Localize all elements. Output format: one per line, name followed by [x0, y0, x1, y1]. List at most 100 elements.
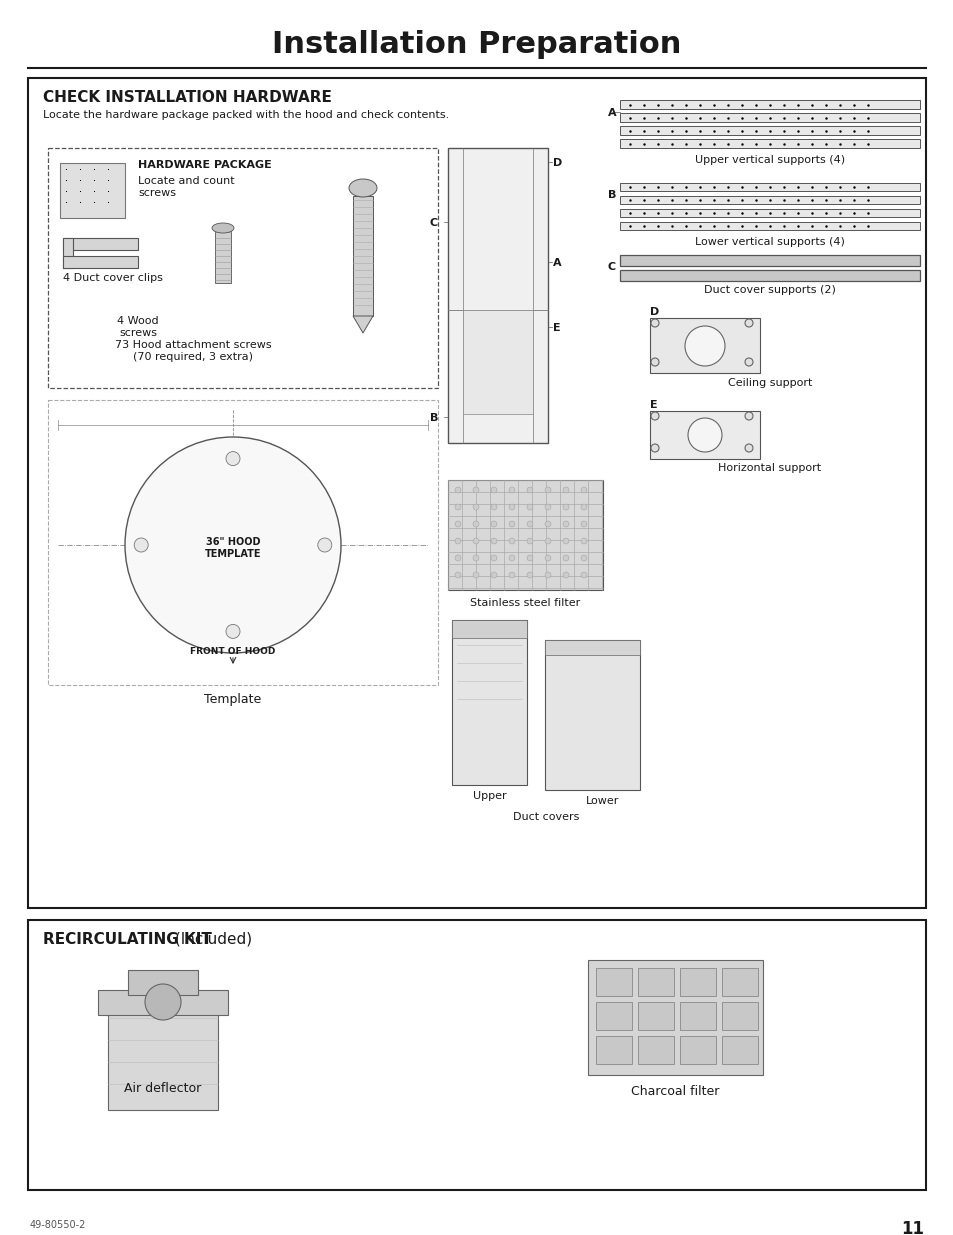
Circle shape — [562, 572, 568, 578]
Circle shape — [744, 412, 752, 420]
Bar — [638, 968, 673, 995]
Text: Horizontal support: Horizontal support — [718, 463, 821, 473]
Circle shape — [744, 319, 752, 327]
Text: A: A — [607, 107, 616, 119]
Circle shape — [145, 984, 181, 1020]
Text: Installation Preparation: Installation Preparation — [272, 30, 681, 59]
Circle shape — [650, 445, 659, 452]
Text: 11: 11 — [900, 1220, 923, 1235]
Ellipse shape — [349, 179, 376, 198]
Text: Locate and count
screws: Locate and count screws — [138, 177, 234, 198]
Text: Duct cover supports (2): Duct cover supports (2) — [703, 285, 835, 295]
Text: 4 Duct cover clips: 4 Duct cover clips — [63, 273, 163, 283]
Circle shape — [650, 319, 659, 327]
Bar — [619, 254, 919, 266]
Circle shape — [526, 572, 533, 578]
Circle shape — [473, 521, 478, 527]
Circle shape — [455, 504, 460, 510]
Text: B: B — [607, 190, 616, 200]
Circle shape — [455, 572, 460, 578]
Bar — [60, 163, 125, 219]
Bar — [48, 148, 437, 388]
Text: C: C — [607, 262, 616, 272]
Circle shape — [226, 452, 240, 466]
Circle shape — [684, 326, 724, 366]
Circle shape — [455, 538, 460, 543]
Text: CHECK INSTALLATION HARDWARE: CHECK INSTALLATION HARDWARE — [43, 90, 332, 105]
Circle shape — [125, 437, 340, 653]
Circle shape — [473, 538, 478, 543]
Circle shape — [226, 625, 240, 638]
Text: Ceiling support: Ceiling support — [727, 378, 811, 388]
Bar — [28, 920, 925, 1191]
Text: D: D — [553, 158, 561, 168]
Bar — [679, 1002, 716, 1030]
Bar — [619, 209, 919, 217]
Circle shape — [650, 412, 659, 420]
Circle shape — [509, 487, 515, 493]
Circle shape — [317, 538, 332, 552]
Circle shape — [526, 504, 533, 510]
Text: HARDWARE PACKAGE: HARDWARE PACKAGE — [138, 161, 272, 170]
Circle shape — [491, 555, 497, 561]
Text: E: E — [553, 324, 560, 333]
Circle shape — [509, 572, 515, 578]
Bar — [721, 968, 758, 995]
Circle shape — [744, 445, 752, 452]
Circle shape — [580, 555, 586, 561]
Text: Lower: Lower — [585, 797, 618, 806]
Circle shape — [544, 521, 551, 527]
Circle shape — [134, 538, 148, 552]
Circle shape — [544, 487, 551, 493]
Circle shape — [526, 555, 533, 561]
Bar — [214, 228, 231, 283]
Circle shape — [544, 572, 551, 578]
Bar — [48, 400, 437, 685]
Circle shape — [580, 572, 586, 578]
Text: C: C — [430, 219, 437, 228]
Circle shape — [473, 487, 478, 493]
Bar — [98, 990, 228, 1015]
Text: E: E — [649, 400, 657, 410]
Circle shape — [526, 538, 533, 543]
Circle shape — [687, 417, 721, 452]
Circle shape — [473, 504, 478, 510]
Bar — [462, 310, 533, 414]
Bar — [619, 140, 919, 148]
Circle shape — [509, 521, 515, 527]
Bar — [619, 222, 919, 230]
Bar — [28, 78, 925, 908]
Bar — [679, 968, 716, 995]
Bar — [721, 1002, 758, 1030]
Bar — [619, 100, 919, 109]
Circle shape — [509, 538, 515, 543]
Text: Upper vertical supports (4): Upper vertical supports (4) — [694, 156, 844, 165]
Circle shape — [544, 504, 551, 510]
Circle shape — [491, 504, 497, 510]
Text: 49-80550-2: 49-80550-2 — [30, 1220, 87, 1230]
Bar — [679, 1036, 716, 1065]
Text: D: D — [649, 308, 659, 317]
Polygon shape — [353, 316, 373, 333]
Circle shape — [491, 538, 497, 543]
Circle shape — [562, 504, 568, 510]
Bar — [108, 1010, 218, 1110]
Bar — [596, 1002, 631, 1030]
Circle shape — [509, 504, 515, 510]
Bar — [721, 1036, 758, 1065]
Circle shape — [491, 521, 497, 527]
Bar — [452, 620, 526, 785]
Circle shape — [744, 358, 752, 366]
Circle shape — [473, 572, 478, 578]
Text: Locate the hardware package packed with the hood and check contents.: Locate the hardware package packed with … — [43, 110, 449, 120]
Text: RECIRCULATING KIT: RECIRCULATING KIT — [43, 932, 212, 947]
Bar — [63, 238, 138, 249]
Circle shape — [473, 555, 478, 561]
Bar — [638, 1002, 673, 1030]
Text: FRONT OF HOOD: FRONT OF HOOD — [190, 647, 275, 656]
Bar — [596, 1036, 631, 1065]
Bar — [452, 620, 526, 638]
Bar — [649, 411, 760, 459]
Circle shape — [526, 521, 533, 527]
Circle shape — [580, 504, 586, 510]
